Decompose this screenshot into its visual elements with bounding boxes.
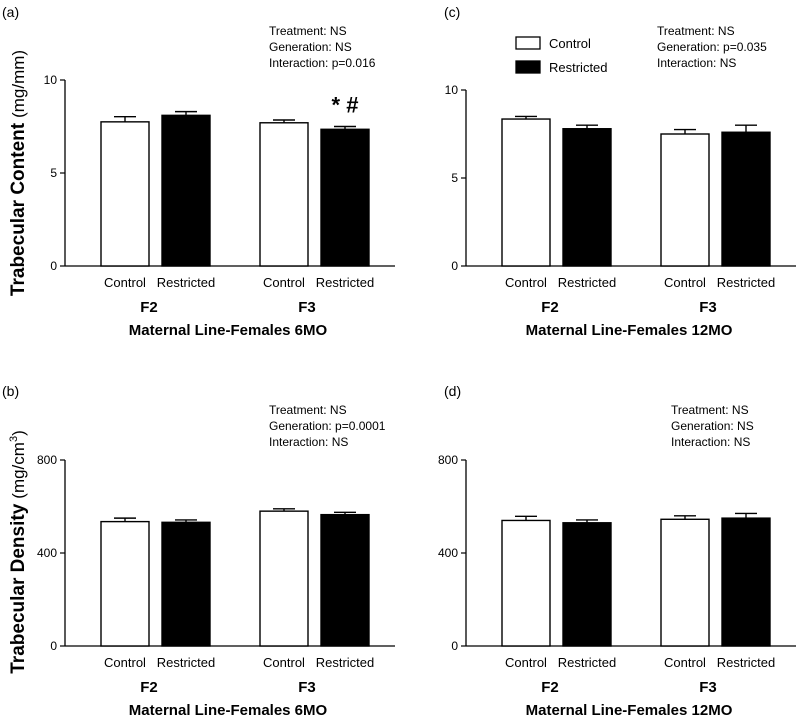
x-tick-label: Control [664,655,706,670]
y-axis-title-top-unit: (mg/mm) [9,50,28,118]
y-axis-title-bottom-unit-close: ) [9,430,28,436]
x-tick-label: Restricted [316,275,375,290]
y-axis-title-bottom: Trabecular Density (mg/cm3) [8,430,29,674]
x-tick-label: Restricted [558,655,617,670]
panel-a: (a) 0 5 10 Control Restricted Control Restricte… [2,4,395,339]
chart-title: Maternal Line-Females 12MO [526,322,733,339]
y-axis-title-top-main: Trabecular Content [8,122,29,296]
y-axis-title-bottom-main: Trabecular Density [8,503,29,673]
chart-title: Maternal Line-Females 6MO [129,702,328,719]
panel-c: (c) 0 5 10 Control Restricted Control Restricte… [444,4,796,339]
y-tick-label: 800 [37,453,57,467]
y-tick-label: 10 [445,83,459,97]
y-axis-title-top: Trabecular Content (mg/mm) [8,50,29,296]
panel-label: (d) [444,383,461,399]
stats-annotation: Treatment: NS [269,403,347,417]
y-tick-label: 400 [438,546,458,560]
legend-swatch [515,36,541,50]
bar [562,522,612,647]
y-tick-label: 10 [44,73,58,87]
group-label: F2 [541,299,559,316]
x-tick-label: Control [664,275,706,290]
y-tick-label: 0 [451,259,458,273]
group-label: F3 [699,679,717,696]
stats-annotation: Interaction: NS [269,435,348,449]
group-label: F2 [140,679,158,696]
panel-label: (b) [2,383,19,399]
group-label: F2 [541,679,559,696]
group-label: F3 [298,679,316,696]
stats-annotation: Treatment: NS [657,24,735,38]
panel-b: (b) 0 400 800 Control Restricted Control Restri… [2,383,395,719]
x-tick-label: Control [505,275,547,290]
x-tick-label: Restricted [157,655,216,670]
x-tick-label: Control [505,655,547,670]
stats-annotation: Interaction: NS [671,435,750,449]
x-tick-label: Restricted [717,655,776,670]
bar [100,121,150,267]
group-label: F3 [699,299,717,316]
legend-label: Control [549,36,591,51]
chart-title: Maternal Line-Females 6MO [129,322,328,339]
bar [320,513,370,647]
bar [259,122,309,267]
bar [721,131,771,267]
bar [721,517,771,647]
legend-swatch [515,60,541,74]
bar [161,521,211,647]
bar [100,520,150,647]
stats-annotation: Generation: p=0.035 [657,40,767,54]
bar [501,519,551,647]
panel-label: (c) [444,4,460,20]
stats-annotation: Generation: p=0.0001 [269,419,386,433]
stats-annotation: Generation: NS [269,40,352,54]
y-tick-label: 0 [50,639,57,653]
y-tick-label: 0 [451,639,458,653]
panel-d: (d) 0 400 800 Control Restricted Control Restri… [438,383,796,719]
x-tick-label: Control [263,275,305,290]
bar [161,114,211,267]
stats-annotation: Treatment: NS [671,403,749,417]
bar [259,510,309,647]
y-tick-label: 5 [451,171,458,185]
y-tick-label: 400 [37,546,57,560]
bar [320,128,370,267]
y-axis-title-bottom-unit: (mg/cm [9,442,28,499]
x-tick-label: Restricted [558,275,617,290]
y-tick-label: 0 [50,259,57,273]
stats-annotation: Generation: NS [671,419,754,433]
bar [660,518,710,647]
x-tick-label: Restricted [157,275,216,290]
bar [501,118,551,267]
x-tick-label: Restricted [316,655,375,670]
bar [660,133,710,267]
x-tick-label: Control [104,655,146,670]
group-label: F2 [140,299,158,316]
x-tick-label: Control [263,655,305,670]
stats-annotation: Interaction: p=0.016 [269,56,376,70]
legend-label: Restricted [549,60,608,75]
y-tick-label: 800 [438,453,458,467]
bar [562,128,612,267]
group-label: F3 [298,299,316,316]
y-axis-title-bottom-unit-sup: 3 [8,436,20,442]
chart-title: Maternal Line-Females 12MO [526,702,733,719]
x-tick-label: Control [104,275,146,290]
panel-label: (a) [2,4,19,20]
y-tick-label: 5 [50,166,57,180]
stats-annotation: Treatment: NS [269,24,347,38]
stats-annotation: Interaction: NS [657,56,736,70]
x-tick-label: Restricted [717,275,776,290]
significance-marker: * # [332,93,359,118]
